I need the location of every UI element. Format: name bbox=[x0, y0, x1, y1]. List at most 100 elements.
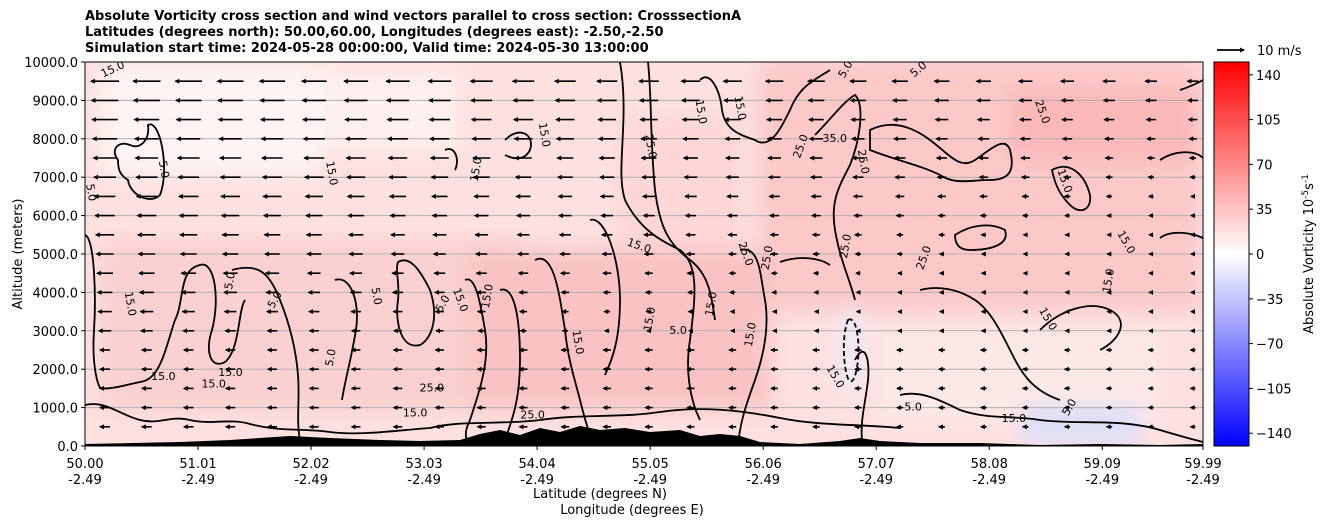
contour-line bbox=[779, 257, 831, 266]
colorbar-label: Absolute Vorticity 10-5s-1 bbox=[1301, 174, 1317, 334]
x-tick-label-lat: 55.05 bbox=[632, 457, 669, 472]
contour-line bbox=[814, 93, 862, 301]
contour-line bbox=[85, 234, 246, 390]
contour-label: 5.0 bbox=[904, 401, 922, 414]
contour-label: 15.0 bbox=[732, 95, 749, 121]
y-tick-label: 1000.0 bbox=[33, 402, 79, 417]
colorbar-label-main: Absolute Vorticity 10 bbox=[1302, 199, 1317, 334]
contour-label: 15.0 bbox=[479, 283, 496, 309]
x-tick-label-lat: 59.09 bbox=[1084, 457, 1121, 472]
contour-label: 25.0 bbox=[642, 133, 659, 159]
contour-label: 25.0 bbox=[420, 381, 445, 394]
contour-line bbox=[919, 287, 1061, 401]
y-tick-label: 9000.0 bbox=[33, 94, 79, 109]
contour-line bbox=[589, 218, 621, 376]
colorbar-tick-label: −140 bbox=[1256, 427, 1292, 442]
colorbar-tick-label: 105 bbox=[1256, 114, 1281, 129]
contour-label: 5.0 bbox=[156, 160, 172, 179]
colorbar-tick-label: −70 bbox=[1256, 338, 1283, 353]
contour-label: 5.0 bbox=[323, 348, 339, 367]
x-tick-label-lat: 59.99 bbox=[1184, 457, 1221, 472]
x-tick-label-lat: 52.02 bbox=[292, 457, 329, 472]
contour-label: 15.0 bbox=[692, 99, 709, 125]
contour-label: 35.0 bbox=[823, 132, 848, 145]
contour-label: 5.0 bbox=[83, 183, 99, 202]
field-patch bbox=[470, 250, 770, 410]
terrain bbox=[85, 426, 1203, 446]
contour-label: 15.0 bbox=[122, 291, 139, 317]
contour-label: 15.0 bbox=[403, 406, 428, 419]
quiver-key: 10 m/s bbox=[1217, 44, 1302, 59]
x-tick-label-lat: 50.00 bbox=[66, 457, 103, 472]
y-tick-label: 0.0 bbox=[57, 440, 78, 455]
contour-line bbox=[869, 123, 1013, 183]
contour-label: 25.0 bbox=[855, 149, 872, 175]
contour-label: 15.0 bbox=[151, 370, 176, 383]
contour-label: 15.0 bbox=[742, 321, 759, 347]
x-tick-label-lat: 51.01 bbox=[179, 457, 216, 472]
x-tick-label-lon: -2.49 bbox=[859, 473, 893, 488]
x-tick-label-lat: 57.07 bbox=[858, 457, 895, 472]
contour-label: 25.0 bbox=[837, 233, 854, 259]
contour-label: 15.0 bbox=[323, 160, 340, 186]
colorbar-tick-label: 70 bbox=[1256, 158, 1273, 173]
vorticity-field: 15.0 5.0 5.0 15.0 15.0 15.0 25.0 15.0 15.0 25.0 35… bbox=[83, 62, 1203, 446]
contour-line bbox=[737, 248, 768, 446]
contour-line bbox=[113, 123, 165, 200]
x-tick-label-lon: -2.49 bbox=[1085, 473, 1119, 488]
contour-label: 5.0 bbox=[222, 271, 238, 290]
contour-label: 15.0 bbox=[703, 291, 720, 317]
colorbar-tick-label: 0 bbox=[1256, 248, 1264, 263]
x-axis-label-longitude: Longitude (degrees E) bbox=[560, 503, 704, 518]
chart-title-line-1: Absolute Vorticity cross section and win… bbox=[85, 9, 741, 24]
x-tick-label-lat: 56.06 bbox=[745, 457, 782, 472]
y-tick-label: 8000.0 bbox=[33, 133, 79, 148]
contour-line bbox=[647, 62, 716, 321]
contour-label: 15.0 bbox=[536, 122, 553, 148]
x-tick-label-lon: -2.49 bbox=[181, 473, 215, 488]
contour-label: 25.0 bbox=[520, 408, 545, 421]
contour-label: 15.0 bbox=[201, 378, 226, 391]
contour-label: 15.0 bbox=[1100, 268, 1117, 294]
y-tick-label: 6000.0 bbox=[33, 210, 79, 225]
wind-vectors bbox=[90, 78, 1199, 430]
colorbar-label-unit-exp: -1 bbox=[1301, 174, 1311, 183]
x-tick-label-lon: -2.49 bbox=[1186, 473, 1220, 488]
colorbar-ticks: 140 105 70 35 0 −35 −70 −105 −140 bbox=[1249, 69, 1292, 442]
contour-line bbox=[899, 392, 1203, 443]
x-tick-label-lon: -2.49 bbox=[633, 473, 667, 488]
contour-label: 5.0 bbox=[669, 324, 687, 337]
colorbar-tick-label: −105 bbox=[1256, 382, 1292, 397]
contour-label: 15.0 bbox=[641, 306, 658, 332]
y-tick-label: 10000.0 bbox=[24, 56, 78, 71]
vorticity-contours bbox=[85, 62, 1203, 446]
x-tick-label-lat: 54.04 bbox=[519, 457, 556, 472]
x-tick-label-lon: -2.49 bbox=[68, 473, 102, 488]
chart-title-line-2: Latitudes (degrees north): 50.00,60.00, … bbox=[85, 25, 664, 40]
x-axis: 50.00-2.4951.01-2.4952.02-2.4953.03-2.49… bbox=[66, 446, 1222, 488]
x-tick-label-lat: 53.03 bbox=[405, 457, 442, 472]
contour-line bbox=[504, 131, 532, 160]
quiver-key-label: 10 m/s bbox=[1257, 44, 1302, 59]
vorticity-field-texture bbox=[100, 62, 1200, 445]
contour-line bbox=[619, 62, 701, 421]
chart-title-line-3: Simulation start time: 2024-05-28 00:00:… bbox=[85, 41, 649, 56]
x-tick-label-lon: -2.49 bbox=[520, 473, 554, 488]
x-tick-label-lon: -2.49 bbox=[294, 473, 328, 488]
field-patch bbox=[1020, 405, 1140, 445]
contour-label: 15.0 bbox=[1002, 412, 1027, 425]
contour-label: 15.0 bbox=[468, 156, 485, 182]
contour-line bbox=[1159, 151, 1203, 161]
field-patch bbox=[100, 65, 320, 175]
y-axis: 0.0 1000.0 2000.0 3000.0 4000.0 5000.0 6000.0 7… bbox=[24, 56, 85, 455]
colorbar-label-exp: -5 bbox=[1301, 190, 1311, 199]
field-patch bbox=[100, 240, 520, 410]
contour-label: 15.0 bbox=[569, 329, 586, 355]
contour-line bbox=[231, 266, 301, 441]
contour-line bbox=[854, 350, 870, 441]
contour-line bbox=[534, 257, 599, 446]
colorbar-label-unit: s bbox=[1302, 183, 1317, 190]
x-tick-label-lon: -2.49 bbox=[972, 473, 1006, 488]
contour-line bbox=[842, 318, 860, 383]
